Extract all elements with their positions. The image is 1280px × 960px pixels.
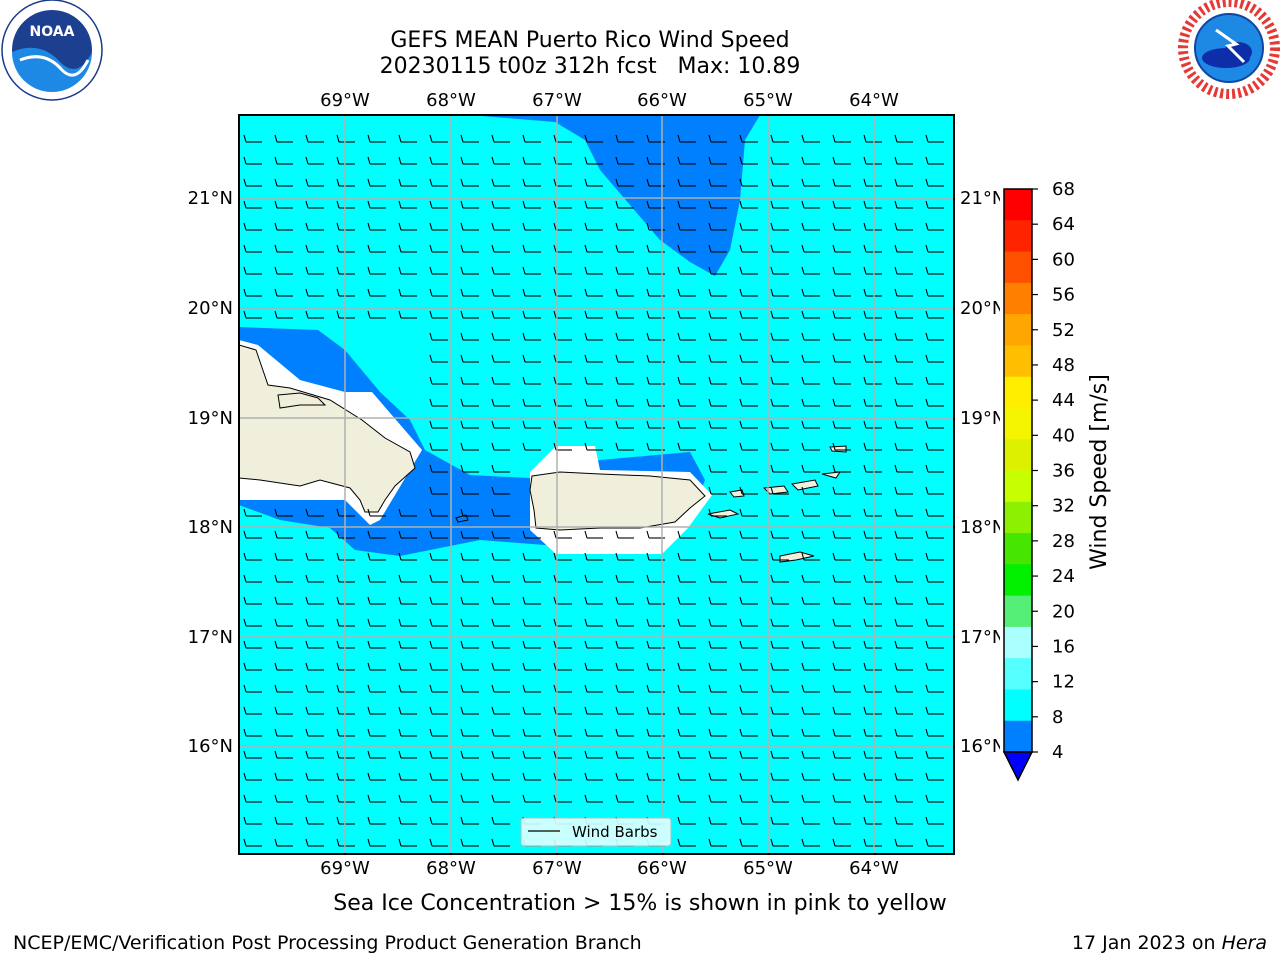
colorbar-tick-label: 36 xyxy=(1052,461,1075,482)
lat-label-right: 19°N xyxy=(960,408,1005,429)
lon-label-bottom: 67°W xyxy=(532,858,582,879)
colorbar-segment xyxy=(1004,658,1032,690)
colorbar-tick-label: 68 xyxy=(1052,179,1075,200)
lat-label-left: 20°N xyxy=(188,298,233,319)
lon-label-top: 65°W xyxy=(743,90,793,111)
colorbar-segment xyxy=(1004,189,1032,221)
colorbar-segment xyxy=(1004,220,1032,253)
colorbar-tick-label: 32 xyxy=(1052,496,1075,517)
colorbar-segment xyxy=(1004,282,1032,315)
lon-label-bottom: 64°W xyxy=(849,858,899,879)
lon-label-top: 66°W xyxy=(637,90,687,111)
lat-label-right: 21°N xyxy=(960,188,1005,209)
wind-band-4-8-north xyxy=(470,115,760,276)
noaa-logo: NOAA xyxy=(0,0,104,104)
colorbar-segment xyxy=(1004,439,1032,471)
colorbar-tick-label: 48 xyxy=(1052,355,1075,376)
colorbar-segment xyxy=(1004,407,1032,440)
colorbar-segment xyxy=(1004,501,1032,534)
lat-label-left: 19°N xyxy=(188,408,233,429)
lat-label-right: 20°N xyxy=(960,298,1005,319)
land-virgin-gorda xyxy=(821,471,842,479)
colorbar-tick-label: 64 xyxy=(1052,214,1075,235)
lat-label-right: 17°N xyxy=(960,627,1005,648)
lon-label-top: 68°W xyxy=(426,90,476,111)
footer-right: 17 Jan 2023 on Hera xyxy=(1072,932,1267,954)
colorbar-label: Wind Speed [m/s] xyxy=(1087,374,1112,570)
nws-logo xyxy=(1178,0,1280,100)
lon-label-bottom: 66°W xyxy=(637,858,687,879)
footer-left: NCEP/EMC/Verification Post Processing Pr… xyxy=(13,932,642,954)
colorbar-segment xyxy=(1004,376,1032,409)
colorbar-segment xyxy=(1004,470,1032,503)
lon-label-bottom: 69°W xyxy=(320,858,370,879)
colorbar-segment xyxy=(1004,251,1032,284)
colorbar-segment xyxy=(1004,345,1032,378)
lat-label-right: 18°N xyxy=(960,517,1005,538)
noaa-logo-text: NOAA xyxy=(30,24,75,40)
legend-label: Wind Barbs xyxy=(572,823,658,841)
map-frame xyxy=(238,114,955,855)
lat-label-left: 18°N xyxy=(188,517,233,538)
colorbar-tick-label: 8 xyxy=(1052,707,1063,728)
colorbar-tick-label: 40 xyxy=(1052,425,1075,446)
colorbar-extend-triangle xyxy=(1002,751,1034,782)
colorbar-tick-label: 44 xyxy=(1052,390,1075,411)
land-tortuga xyxy=(277,392,327,409)
colorbar-tick-label: 20 xyxy=(1052,601,1075,622)
colorbar: 68 64 60 56 52 48 44 40 36 32 28 24 20 16 12 8 4 Wind Sp… xyxy=(1000,179,1112,782)
lat-label-left: 21°N xyxy=(188,188,233,209)
chart-title: GEFS MEAN Puerto Rico Wind Speed xyxy=(390,28,790,53)
colorbar-segment xyxy=(1004,689,1032,722)
colorbar-segment xyxy=(1004,533,1032,565)
sea-ice-caption: Sea Ice Concentration > 15% is shown in … xyxy=(333,891,947,916)
footer-date: 17 Jan 2023 on xyxy=(1071,932,1222,954)
land-hispaniola xyxy=(239,344,416,513)
footer-host: Hera xyxy=(1221,932,1267,954)
map-gridlines xyxy=(239,115,954,854)
colorbar-tick-label: 56 xyxy=(1052,285,1075,306)
colorbar-segment xyxy=(1004,564,1032,597)
lon-label-top: 64°W xyxy=(849,90,899,111)
lon-label-top: 69°W xyxy=(320,90,370,111)
map-legend: Wind Barbs xyxy=(520,817,672,847)
lat-label-right: 16°N xyxy=(960,736,1005,757)
lat-label-left: 17°N xyxy=(188,627,233,648)
chart-subtitle: 20230115 t00z 312h fcst Max: 10.89 xyxy=(379,54,801,79)
colorbar-segment xyxy=(1004,314,1032,346)
colorbar-tick-label: 24 xyxy=(1052,566,1075,587)
lon-label-bottom: 65°W xyxy=(743,858,793,879)
lat-label-left: 16°N xyxy=(188,736,233,757)
colorbar-segment xyxy=(1004,626,1032,659)
colorbar-tick-label: 28 xyxy=(1052,531,1075,552)
colorbar-tick-label: 4 xyxy=(1052,742,1063,763)
colorbar-tick-label: 16 xyxy=(1052,636,1075,657)
colorbar-tick-label: 12 xyxy=(1052,672,1075,693)
land-culebra xyxy=(729,489,745,498)
colorbar-tick-label: 52 xyxy=(1052,320,1075,341)
land-tortola xyxy=(790,479,819,491)
land-anegada xyxy=(829,445,847,453)
lon-label-top: 67°W xyxy=(532,90,582,111)
lon-label-bottom: 68°W xyxy=(426,858,476,879)
colorbar-tick-label: 60 xyxy=(1052,249,1075,270)
colorbar-segment xyxy=(1004,720,1032,753)
colorbar-segment xyxy=(1004,595,1032,628)
